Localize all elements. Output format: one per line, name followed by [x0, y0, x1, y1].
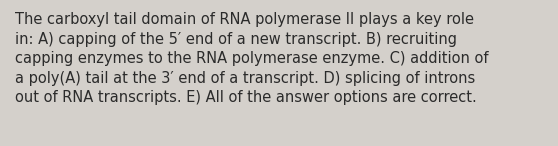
Text: The carboxyl tail domain of RNA polymerase II plays a key role
in: A) capping of: The carboxyl tail domain of RNA polymera… [15, 12, 488, 105]
